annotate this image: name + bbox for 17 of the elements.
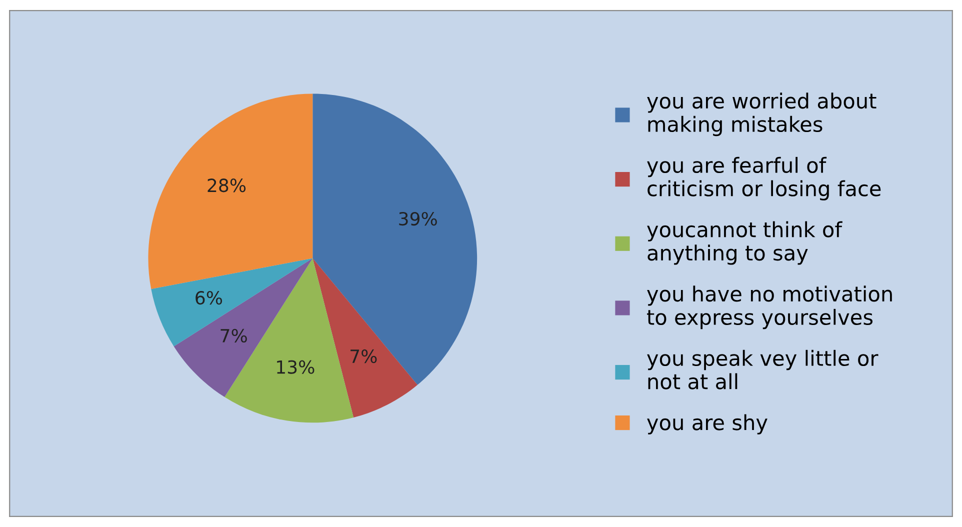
legend-label: you are shy	[647, 414, 768, 434]
legend-label: youcannot think of anything to say	[647, 221, 842, 265]
legend-label: you are worried about making mistakes	[647, 92, 876, 136]
pie-slice	[312, 94, 478, 385]
pie-slice	[151, 258, 313, 346]
data-label: 13%	[277, 360, 314, 374]
legend-label: you are fearful of criticism or losing face	[647, 156, 881, 200]
data-label: 7%	[220, 328, 247, 343]
data-label: 7%	[350, 349, 377, 364]
data-label: 28%	[208, 178, 246, 192]
legend-label: you have no motivation to express yourselves	[647, 286, 892, 330]
pie-slice	[312, 258, 418, 418]
pie-slice	[148, 94, 313, 290]
data-label: 6%	[196, 290, 222, 305]
legend-label: you speak vey little or not at all	[647, 350, 878, 390]
data-label: 39%	[399, 212, 437, 226]
pie-slice	[174, 258, 313, 398]
